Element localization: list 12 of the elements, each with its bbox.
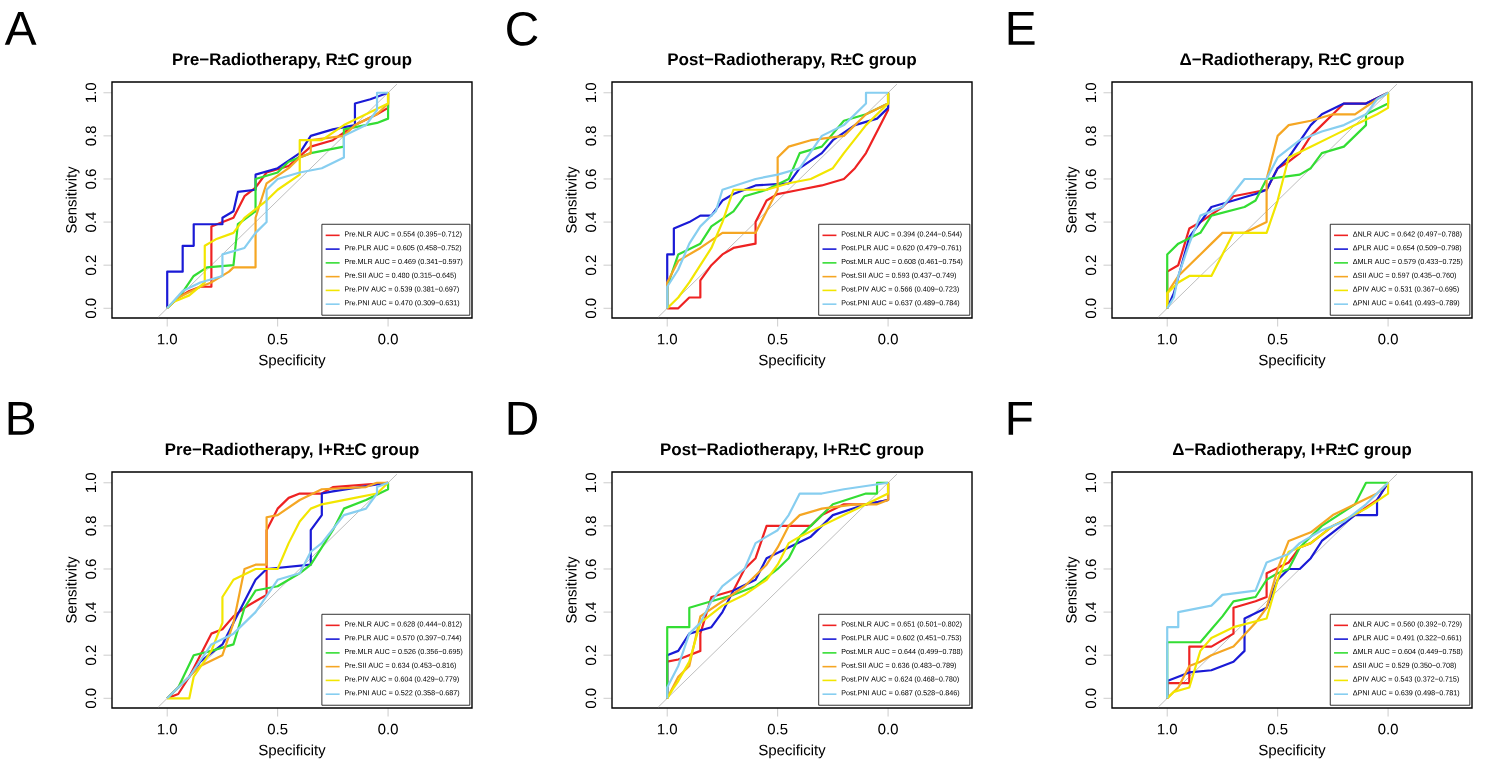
text: F xyxy=(1008,401,1032,435)
text: D xyxy=(508,401,537,435)
chart-title: Pre−Radiotherapy, I+R±C group xyxy=(165,442,419,459)
text: B xyxy=(8,401,35,435)
chart-title: Post−Radiotherapy, I+R±C group xyxy=(661,442,924,459)
chart-title: Δ−Radiotherapy, I+R±C group xyxy=(1172,442,1412,459)
text: C xyxy=(507,11,538,46)
chart-title: Post−Radiotherapy, R±C group xyxy=(668,52,917,69)
chart-title: Pre−Radiotherapy, R±C group xyxy=(173,52,412,69)
chart-title: Δ−Radiotherapy, R±C group xyxy=(1180,52,1404,69)
text: A xyxy=(4,11,37,45)
text: E xyxy=(1008,11,1035,45)
